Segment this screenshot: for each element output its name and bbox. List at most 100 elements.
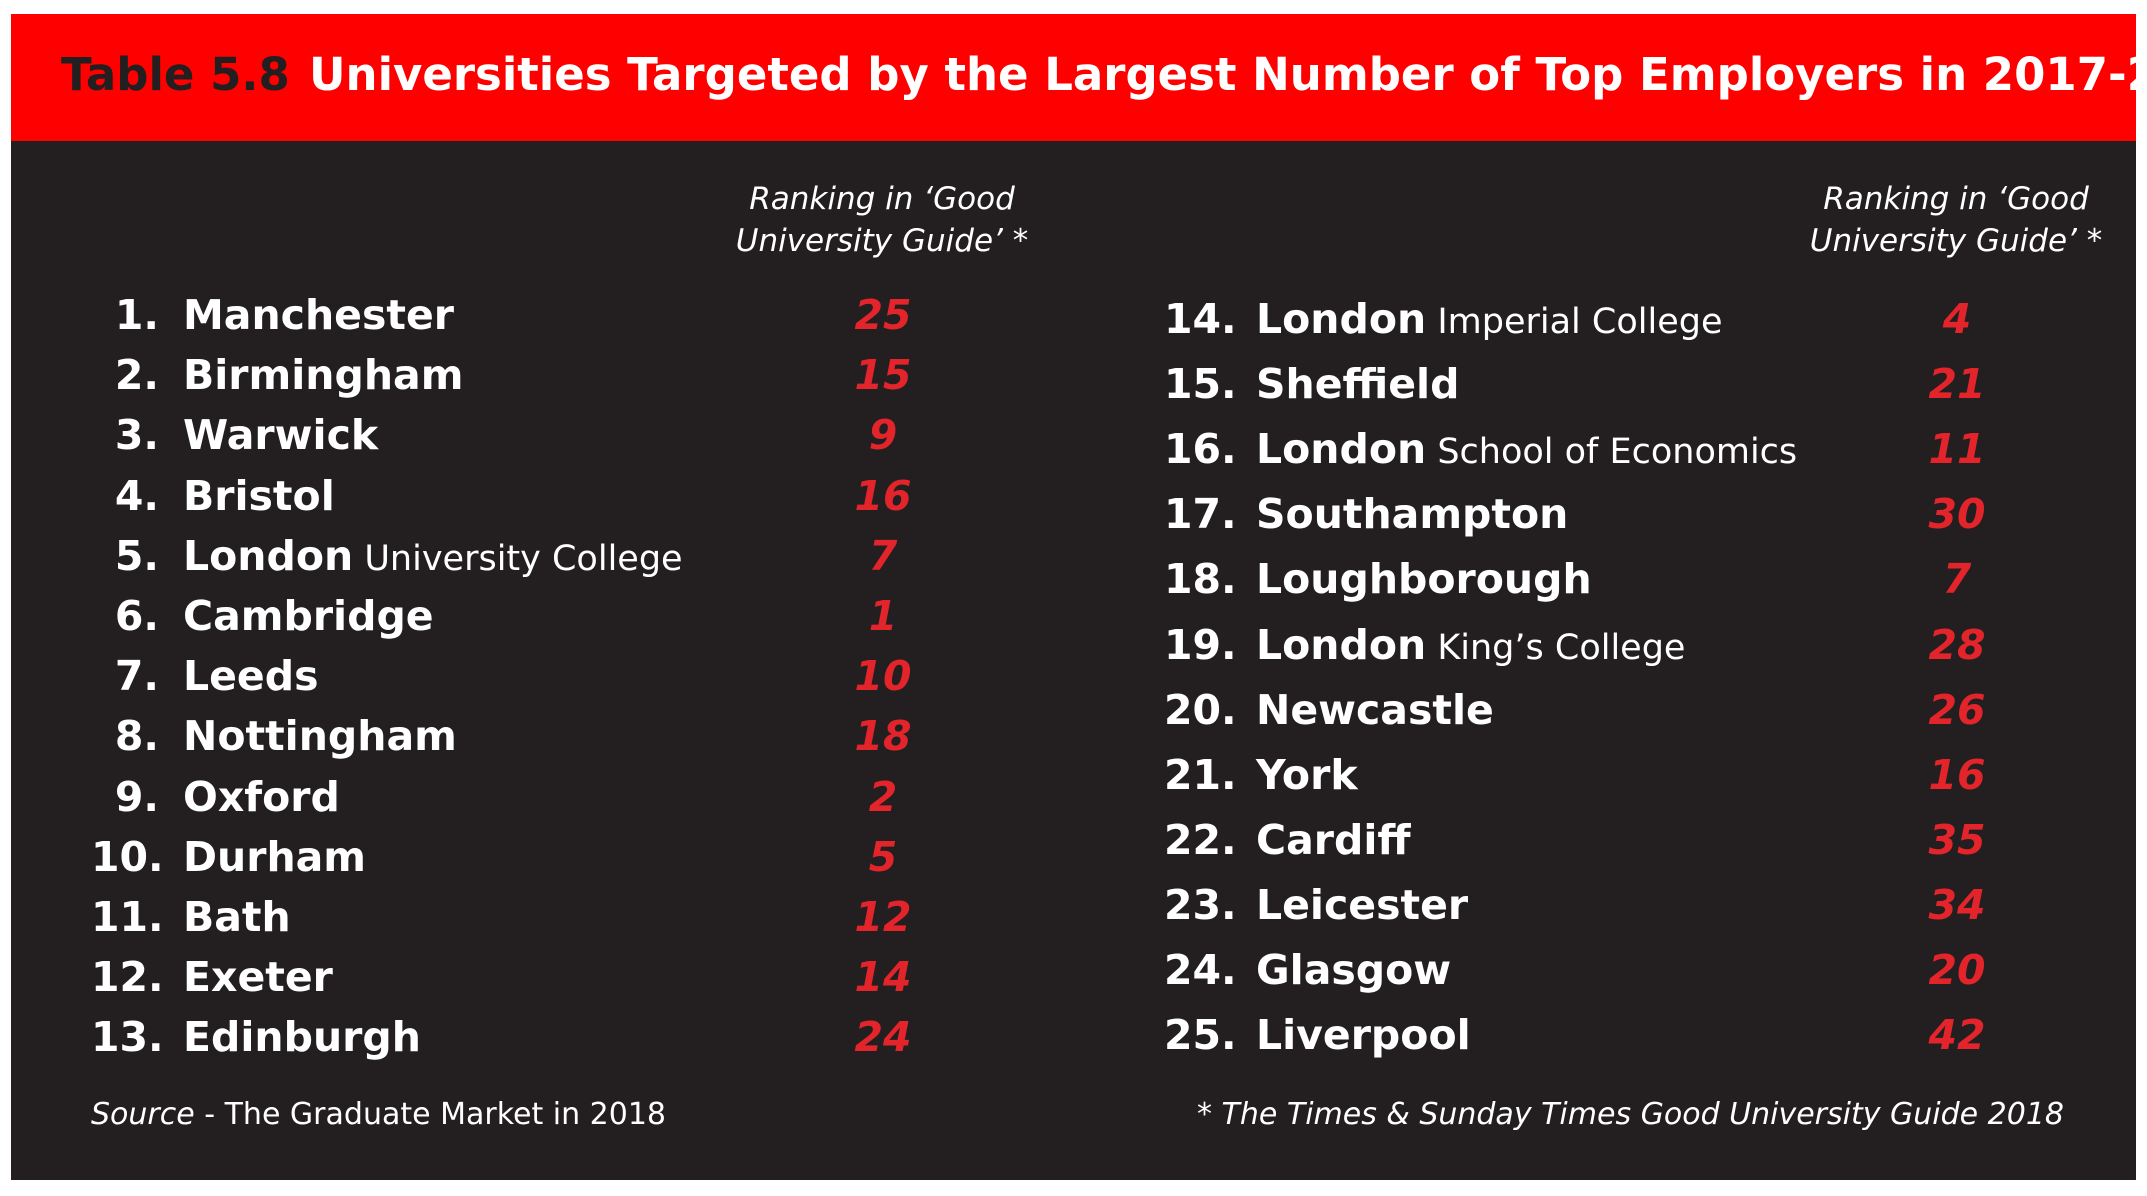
university-name: Liverpool bbox=[1256, 1010, 1471, 1069]
table-row: 13. Edinburgh bbox=[91, 1012, 991, 1062]
table-row: 4. Bristol bbox=[91, 471, 991, 521]
university-main-name: Southampton bbox=[1256, 490, 1569, 539]
rank-number: 19. bbox=[1164, 620, 1237, 669]
rank-number: 5. bbox=[114, 531, 159, 580]
rank-number: 2. bbox=[114, 351, 159, 400]
university-main-name: Cambridge bbox=[183, 592, 434, 640]
rank-number: 20. bbox=[1164, 685, 1237, 734]
university-name: Edinburgh bbox=[183, 1012, 421, 1071]
guide-ranking-value: 1 bbox=[868, 592, 898, 640]
column-header-line2: University Guide’ * bbox=[1809, 223, 2103, 259]
university-name: York bbox=[1256, 750, 1358, 809]
university-main-name: Loughborough bbox=[1256, 555, 1592, 604]
rank-number: 23. bbox=[1164, 880, 1237, 929]
university-main-name: Durham bbox=[183, 832, 367, 881]
university-main-name: London bbox=[1256, 295, 1427, 343]
university-name: London School of Economics bbox=[1256, 424, 1797, 483]
guide-ranking-value: 30 bbox=[1928, 490, 1986, 539]
guide-ranking-value: 9 bbox=[868, 411, 898, 460]
table-row: 21. York bbox=[1164, 750, 2064, 800]
university-main-name: Edinburgh bbox=[183, 1013, 421, 1062]
rank-number: 16. bbox=[1164, 425, 1237, 474]
column-header-line1: Ranking in ‘Good bbox=[1823, 181, 2089, 217]
table-row: 5. London University College bbox=[91, 531, 991, 581]
table-row: 18. Loughborough bbox=[1164, 554, 2064, 604]
rank-number: 6. bbox=[114, 592, 159, 640]
rank-number: 17. bbox=[1164, 490, 1237, 539]
university-sub-name: University College bbox=[353, 538, 683, 579]
source-note: Source - The Graduate Market in 2018 bbox=[91, 1097, 666, 1132]
column-header-left: Ranking in ‘Good University Guide’ * bbox=[722, 178, 1042, 262]
guide-footnote: * The Times & Sunday Times Good Universi… bbox=[1197, 1097, 2064, 1132]
university-name: Oxford bbox=[183, 772, 340, 831]
table-row: 3. Warwick bbox=[91, 410, 991, 460]
table-row: 8. Nottingham bbox=[91, 711, 991, 761]
table-row: 23. Leicester bbox=[1164, 880, 2064, 930]
title-bar: Table 5.8 Universities Targeted by the L… bbox=[11, 14, 2147, 141]
table-row: 16. London School of Economics bbox=[1164, 424, 2064, 474]
university-main-name: Sheffield bbox=[1256, 360, 1460, 409]
university-main-name: London bbox=[1256, 425, 1427, 474]
column-header-line1: Ranking in ‘Good bbox=[749, 181, 1015, 217]
guide-ranking-value: 21 bbox=[1928, 360, 1986, 409]
column-header-right: Ranking in ‘Good University Guide’ * bbox=[1796, 178, 2116, 262]
university-name: Leicester bbox=[1256, 880, 1468, 939]
guide-ranking-value: 42 bbox=[1928, 1011, 1986, 1060]
source-label: Source bbox=[91, 1097, 195, 1132]
rank-number: 14. bbox=[1164, 295, 1237, 343]
rank-number: 7. bbox=[114, 652, 159, 701]
university-name: Loughborough bbox=[1256, 554, 1592, 613]
university-name: Exeter bbox=[183, 952, 333, 1011]
table-row: 14. London Imperial College bbox=[1164, 294, 2064, 344]
table-row: 11. Bath bbox=[91, 892, 991, 942]
university-name: London University College bbox=[183, 531, 683, 590]
source-text: - The Graduate Market in 2018 bbox=[194, 1097, 666, 1132]
university-main-name: Leeds bbox=[183, 652, 319, 701]
university-name: Leeds bbox=[183, 651, 319, 710]
university-name: Birmingham bbox=[183, 350, 463, 409]
guide-ranking-value: 16 bbox=[1928, 750, 1986, 799]
table-row: 7. Leeds bbox=[91, 651, 991, 701]
table-row: 1. Manchester bbox=[91, 290, 991, 340]
page-title: Universities Targeted by the Largest Num… bbox=[309, 48, 2147, 101]
university-main-name: Exeter bbox=[183, 953, 333, 1002]
rank-number: 15. bbox=[1164, 360, 1237, 409]
table-number: Table 5.8 bbox=[61, 48, 290, 101]
university-name: Manchester bbox=[183, 290, 454, 349]
column-header-line2: University Guide’ * bbox=[735, 223, 1029, 259]
university-main-name: Liverpool bbox=[1256, 1011, 1471, 1060]
rank-number: 22. bbox=[1164, 815, 1237, 864]
university-main-name: Manchester bbox=[183, 291, 454, 339]
rank-number: 9. bbox=[114, 772, 159, 821]
university-main-name: Glasgow bbox=[1256, 946, 1452, 994]
guide-ranking-value: 25 bbox=[854, 291, 912, 339]
guide-ranking-value: 7 bbox=[1942, 555, 1972, 604]
university-name: Sheffield bbox=[1256, 359, 1459, 418]
university-sub-name: School of Economics bbox=[1426, 432, 1798, 473]
university-name: Warwick bbox=[183, 410, 378, 469]
university-main-name: Newcastle bbox=[1256, 685, 1494, 734]
rank-number: 25. bbox=[1164, 1011, 1237, 1060]
table-row: 24. Glasgow bbox=[1164, 945, 2064, 995]
university-sub-name: King’s College bbox=[1426, 627, 1686, 668]
table-row: 12. Exeter bbox=[91, 952, 991, 1002]
guide-ranking-value: 26 bbox=[1928, 685, 1986, 734]
university-main-name: Leicester bbox=[1256, 880, 1469, 929]
table-row: 15. Sheffield bbox=[1164, 359, 2064, 409]
guide-ranking-value: 5 bbox=[868, 832, 898, 881]
university-main-name: Bath bbox=[183, 893, 291, 941]
rank-number: 24. bbox=[1164, 946, 1237, 994]
rank-number: 3. bbox=[114, 411, 159, 460]
guide-ranking-value: 34 bbox=[1928, 880, 1986, 929]
university-main-name: Cardiff bbox=[1256, 815, 1411, 864]
university-name: Glasgow bbox=[1256, 945, 1451, 1004]
university-main-name: London bbox=[1256, 620, 1427, 669]
guide-ranking-value: 15 bbox=[854, 351, 912, 400]
table-row: 22. Cardiff bbox=[1164, 815, 2064, 865]
guide-ranking-value: 12 bbox=[854, 893, 912, 941]
table-row: 20. Newcastle bbox=[1164, 685, 2064, 735]
university-name: Cardiff bbox=[1256, 815, 1411, 874]
university-name: Newcastle bbox=[1256, 685, 1494, 744]
rank-number: 13. bbox=[91, 1013, 164, 1062]
table-row: 2. Birmingham bbox=[91, 350, 991, 400]
